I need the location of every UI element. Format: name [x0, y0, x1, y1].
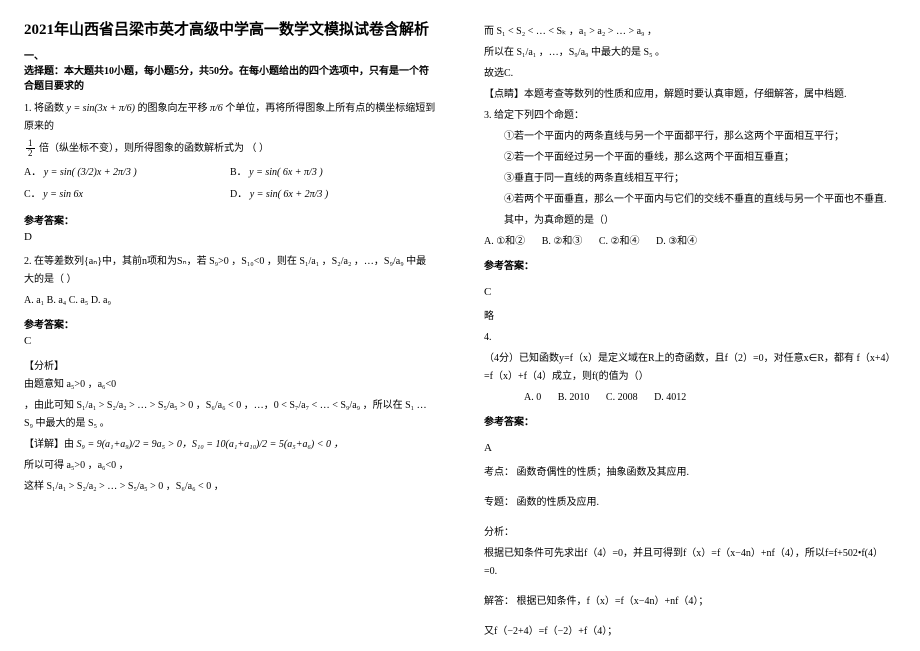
q1-opt-a-f: y = sin( (3/2)x + 2π/3 )	[44, 167, 137, 178]
q1-opt-d: D． y = sin( 6x + 2π/3 )	[230, 184, 436, 206]
q1-answer: D	[24, 231, 436, 243]
q3-item4: ④若两个平面垂直，那么一个平面内与它们的交线不垂直的直线与另一个平面也不垂直.	[504, 191, 896, 209]
fenxi-label: 【分析】	[24, 357, 436, 372]
q4-answer-label: 参考答案：	[484, 413, 896, 428]
q1-opt-c-f: y = sin 6x	[43, 189, 83, 200]
q3-head: 3. 给定下列四个命题：	[484, 107, 896, 125]
q1-line2: 倍（纵坐标不变），则所得图象的函数解析式为 （ ）	[39, 143, 269, 154]
right-column: 而 S₁ < S₂ < … < Sₖ ，a₁ > a₂ > … > a₉ ， 所…	[460, 0, 920, 651]
q2-l4: 所以可得 a₅>0 ，a₆<0 ，	[24, 457, 436, 475]
q4-fenxi-text: 根据已知条件可先求出f（4）=0，并且可得到f（x）=f（x−4n）+nf（4）…	[484, 545, 896, 581]
q1-answer-label: 参考答案：	[24, 212, 436, 227]
q4-opt-a: A. 0	[524, 389, 541, 407]
q4-jieda: 解答： 根据已知条件，f（x）=f（x−4n）+nf（4）；	[484, 593, 896, 611]
q1-opt-b-f: y = sin( 6x + π/3 )	[249, 167, 323, 178]
q3-lue: 略	[484, 308, 896, 326]
q3-item1: ①若一个平面内的两条直线与另一个平面都平行，那么这两个平面相互平行；	[504, 128, 896, 146]
q1-formula-a: y = sin(3x + π/6)	[67, 103, 136, 114]
q2-opts: A. a₁ B. a₄ C. a₅ D. a₉	[24, 292, 436, 310]
spacer5	[484, 584, 896, 590]
q4-fenxi-label: 分析：	[484, 524, 896, 542]
section-one-header: 一、 选择题：本大题共10小题，每小题5分，共50分。在每小题给出的四个选项中，…	[24, 49, 436, 94]
spacer4	[484, 515, 896, 521]
q2-l5: 这样 S₁/a₁ > S₂/a₂ > … > S₅/a₅ > 0 ，S₆/a₆ …	[24, 478, 436, 496]
q4-text: （4分）已知函数y=f（x）是定义域在R上的奇函数，且f（2）=0，对任意x∈R…	[484, 350, 896, 386]
q1-mid: 的图象向左平移	[138, 103, 208, 114]
q2-answer-label: 参考答案：	[24, 316, 436, 331]
page-root: 2021年山西省吕梁市英才高级中学高一数学文模拟试卷含解析 一、 选择题：本大题…	[0, 0, 920, 651]
q2-text: 2. 在等差数列{aₙ}中，其前n项和为Sₙ，若 S₉>0 ，S₁₀<0 ，则在…	[24, 253, 436, 289]
spacer2	[484, 432, 896, 438]
q4-last: 又f（−2+4）=f（−2）+f（4）；	[484, 623, 896, 641]
half-frac: 12	[26, 139, 35, 158]
q1-opt-a: A． y = sin( (3/2)x + 2π/3 )	[24, 162, 230, 184]
q4-answer: A	[484, 442, 896, 454]
q1-opt-a-label: A．	[24, 167, 41, 178]
xiangjie-label: 【详解】由	[24, 439, 74, 450]
q3-options: A. ①和② B. ②和③ C. ②和④ D. ③和④	[484, 233, 896, 251]
q1-line2-row: 12 倍（纵坐标不变），则所得图象的函数解析式为 （ ）	[24, 139, 436, 158]
r-line1: 而 S₁ < S₂ < … < Sₖ ，a₁ > a₂ > … > a₉ ，	[484, 23, 896, 41]
q3-answer-label: 参考答案：	[484, 257, 896, 272]
q3-opt-b: B. ②和③	[542, 233, 583, 251]
q1-opt-c: C． y = sin 6x	[24, 184, 230, 206]
q2-answer: C	[24, 335, 436, 347]
q3-item5: 其中，为真命题的是（）	[504, 212, 896, 230]
q4-num: 4.	[484, 329, 896, 347]
q3-answer: C	[484, 286, 896, 298]
q2-analysis-1: 由题意知 a₅>0 ，a₆<0	[24, 376, 436, 394]
r-line3: 故选C.	[484, 65, 896, 83]
q1-prefix: 1. 将函数	[24, 103, 64, 114]
r-line4: 【点睛】本题考查等数列的性质和应用，解题时要认真审题，仔细解答，属中档题.	[484, 86, 896, 104]
section-num: 一、	[24, 51, 44, 62]
q4-opt-c: C. 2008	[606, 389, 638, 407]
q1-opt-d-label: D．	[230, 189, 247, 200]
q2-detail: 【详解】由 S₉ = 9(a₁+a₉)/2 = 9a₅ > 0，S₁₀ = 10…	[24, 436, 436, 454]
q2-analysis-2: ，由此可知 S₁/a₁ > S₂/a₂ > … > S₅/a₅ > 0 ，S₆/…	[24, 397, 436, 433]
section-desc: 选择题：本大题共10小题，每小题5分，共50分。在每小题给出的四个选项中，只有是…	[24, 66, 429, 92]
spacer6	[484, 614, 896, 620]
spacer3	[484, 485, 896, 491]
q4-opt-d: D. 4012	[654, 389, 686, 407]
q1-opt-d-f: y = sin( 6x + 2π/3 )	[250, 189, 329, 200]
q2-detail-f: S₉ = 9(a₁+a₉)/2 = 9a₅ > 0，S₁₀ = 10(a₁+a₁…	[77, 439, 344, 450]
q1-opt-c-label: C．	[24, 189, 41, 200]
q1-opt-b-label: B．	[230, 167, 247, 178]
q3-item2: ②若一个平面经过另一个平面的垂线，那么这两个平面相互垂直；	[504, 149, 896, 167]
r-line2: 所以在 S₁/a₁ ，…，S₉/a₉ 中最大的是 S₅ 。	[484, 44, 896, 62]
q4-zhuanti: 专题： 函数的性质及应用.	[484, 494, 896, 512]
q3-opt-a: A. ①和②	[484, 233, 525, 251]
q3-opt-c: C. ②和④	[599, 233, 640, 251]
q4-kaodian: 考点： 函数奇偶性的性质；抽象函数及其应用.	[484, 464, 896, 482]
q3-opt-d: D. ③和④	[656, 233, 697, 251]
spacer	[484, 276, 896, 282]
q3-item3: ③垂直于同一直线的两条直线相互平行；	[504, 170, 896, 188]
doc-title: 2021年山西省吕梁市英才高级中学高一数学文模拟试卷含解析	[24, 20, 436, 41]
q1-shift: π/6	[210, 103, 223, 114]
left-column: 2021年山西省吕梁市英才高级中学高一数学文模拟试卷含解析 一、 选择题：本大题…	[0, 0, 460, 651]
q1-options: A． y = sin( (3/2)x + 2π/3 ) B． y = sin( …	[24, 162, 436, 206]
q4-options: A. 0 B. 2010 C. 2008 D. 4012	[524, 389, 896, 407]
q1-opt-b: B． y = sin( 6x + π/3 )	[230, 162, 436, 184]
q1-line1: 1. 将函数 y = sin(3x + π/6) 的图象向左平移 π/6 个单位…	[24, 100, 436, 136]
q4-opt-b: B. 2010	[558, 389, 590, 407]
